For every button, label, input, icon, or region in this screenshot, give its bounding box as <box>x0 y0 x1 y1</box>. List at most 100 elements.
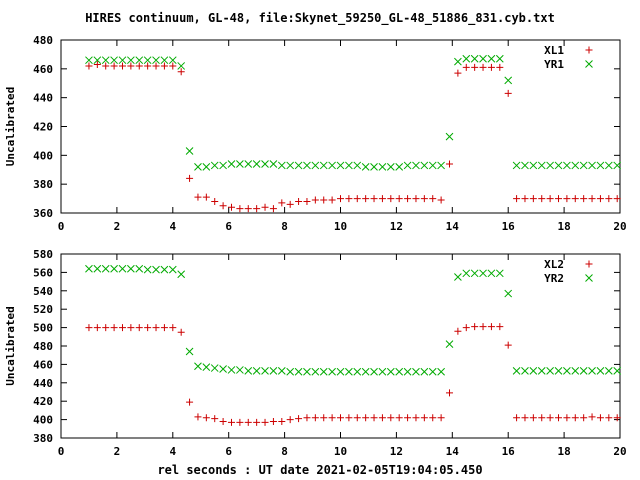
data-point <box>596 161 605 170</box>
data-point <box>495 54 504 63</box>
data-point <box>370 195 378 203</box>
data-point <box>387 414 395 422</box>
data-point <box>454 327 462 335</box>
x-tick-label: 16 <box>502 220 516 233</box>
data-point <box>529 161 538 170</box>
data-point <box>236 366 244 374</box>
data-point <box>428 161 437 170</box>
data-point <box>319 161 328 170</box>
data-point <box>395 195 403 203</box>
data-point <box>420 161 429 170</box>
data-point <box>613 414 621 422</box>
y-tick-label: 480 <box>33 340 53 353</box>
data-point <box>604 161 613 170</box>
data-point <box>152 56 160 65</box>
data-point <box>253 418 261 426</box>
data-point <box>93 56 102 65</box>
data-point <box>295 197 303 205</box>
data-point <box>521 161 529 170</box>
data-point <box>186 174 194 182</box>
data-point <box>395 367 404 376</box>
data-point <box>470 54 479 63</box>
data-point <box>504 76 513 85</box>
data-point <box>93 324 101 332</box>
data-point <box>462 54 471 63</box>
data-point <box>370 414 378 422</box>
data-point <box>554 366 563 375</box>
data-point <box>160 324 168 332</box>
data-point <box>102 324 110 332</box>
y-tick-label: 400 <box>33 414 53 427</box>
data-point <box>152 265 160 274</box>
data-point <box>294 161 303 170</box>
data-point <box>219 417 227 425</box>
data-point <box>177 68 185 76</box>
legend-label: XL1 <box>544 44 564 57</box>
data-point <box>85 56 93 65</box>
data-point <box>613 366 622 375</box>
data-point <box>479 269 487 278</box>
data-point <box>345 195 353 203</box>
data-point <box>244 205 252 213</box>
data-point <box>445 132 454 141</box>
data-point <box>571 161 580 170</box>
data-point <box>186 398 194 406</box>
data-point <box>429 414 437 422</box>
data-point <box>563 414 571 422</box>
data-point <box>613 161 622 170</box>
x-tick-label: 0 <box>58 445 65 458</box>
data-point <box>596 366 605 375</box>
data-point <box>110 264 118 273</box>
data-point <box>269 417 277 425</box>
data-point <box>160 62 168 70</box>
x-tick-label: 8 <box>281 445 288 458</box>
data-point <box>537 366 546 375</box>
data-point <box>337 195 344 203</box>
data-point <box>378 163 387 171</box>
series-YR1 <box>85 54 622 171</box>
data-point <box>110 324 118 332</box>
data-point <box>428 367 437 376</box>
data-point <box>144 324 152 332</box>
legend-marker <box>585 60 593 68</box>
data-point <box>412 367 420 376</box>
data-point <box>227 418 235 426</box>
x-tick-label: 12 <box>390 445 403 458</box>
data-point <box>211 415 219 423</box>
data-point <box>386 163 395 171</box>
data-point <box>403 161 412 170</box>
data-point <box>177 328 185 336</box>
data-point <box>353 367 362 376</box>
data-point <box>127 264 135 273</box>
data-point <box>118 264 127 273</box>
data-point <box>579 366 588 375</box>
data-point <box>135 56 144 65</box>
data-point <box>328 196 336 204</box>
data-point <box>244 160 253 168</box>
data-point <box>529 195 537 203</box>
data-point <box>588 195 596 203</box>
data-point <box>588 413 596 421</box>
data-point <box>227 366 236 374</box>
data-point <box>361 163 370 171</box>
data-point <box>328 367 336 376</box>
data-point <box>546 195 554 203</box>
y-tick-label: 420 <box>33 395 53 408</box>
data-point <box>311 161 320 170</box>
data-point <box>118 56 127 65</box>
x-tick-label: 10 <box>334 220 347 233</box>
y-tick-label: 400 <box>33 149 53 162</box>
data-point <box>446 160 454 168</box>
data-point <box>487 63 495 71</box>
data-point <box>202 163 211 171</box>
data-point <box>278 199 286 207</box>
data-point <box>303 161 311 170</box>
data-point <box>521 414 529 422</box>
x-tick-label: 14 <box>446 445 460 458</box>
data-point <box>487 323 495 331</box>
legend-label: XL2 <box>544 258 564 271</box>
data-point <box>144 62 152 70</box>
data-point <box>571 414 579 422</box>
data-point <box>386 367 395 376</box>
